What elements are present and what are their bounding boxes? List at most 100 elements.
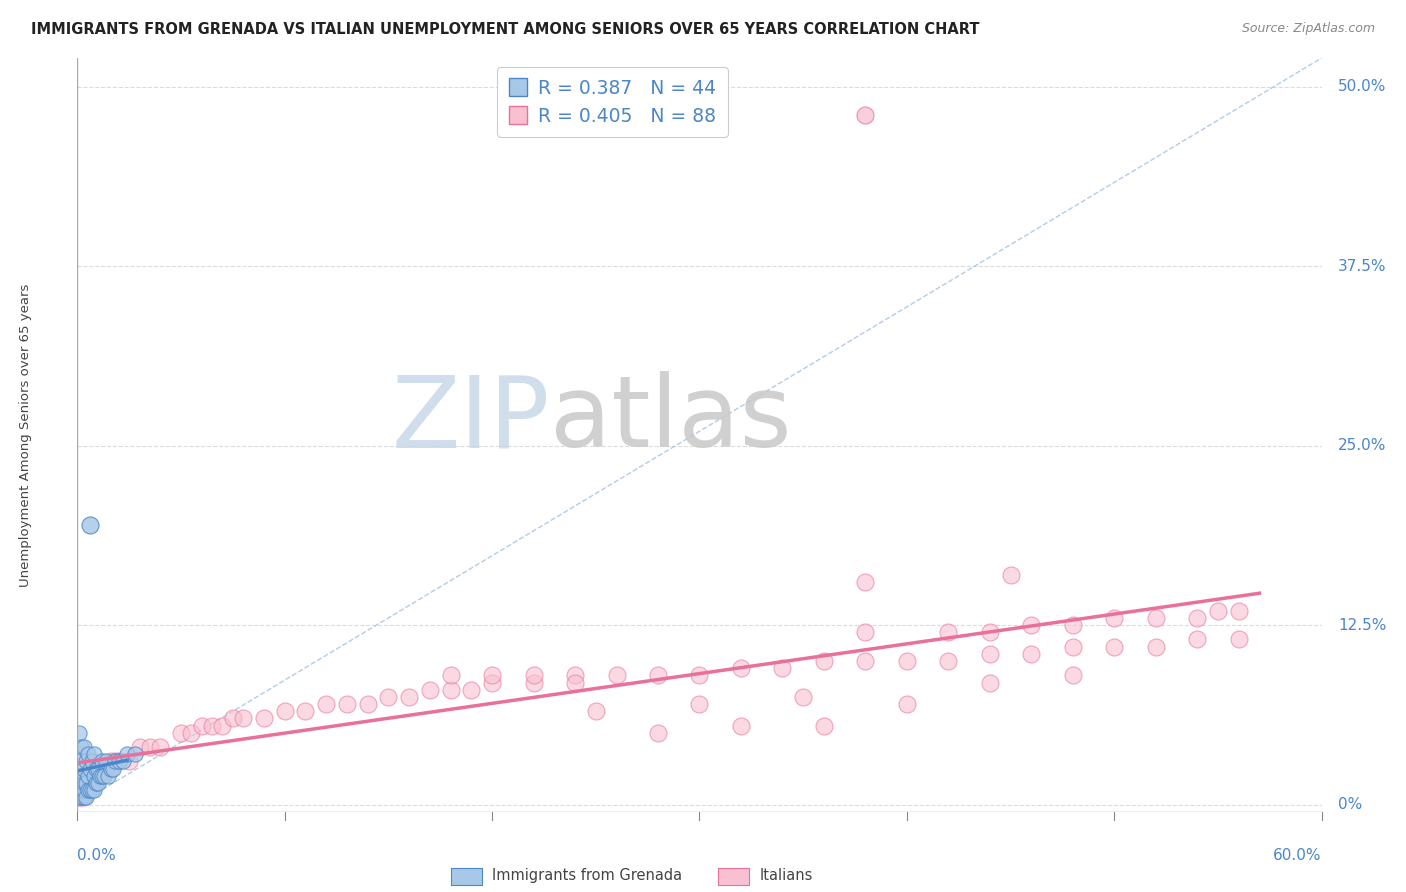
Point <box>75 786 97 800</box>
Point <box>606 668 628 682</box>
Point <box>84 769 107 783</box>
Point <box>274 704 297 718</box>
Point <box>564 675 586 690</box>
Point <box>1206 604 1229 618</box>
Point <box>128 740 150 755</box>
Point <box>79 762 101 776</box>
Point <box>315 697 337 711</box>
Point <box>979 647 1001 661</box>
Point <box>76 747 98 762</box>
Point <box>75 769 97 783</box>
Point <box>101 762 124 776</box>
Point <box>440 682 463 697</box>
Point <box>855 108 877 122</box>
Point <box>70 790 93 805</box>
Point <box>76 783 98 797</box>
Point <box>191 718 214 732</box>
Point <box>481 668 503 682</box>
Point <box>96 755 118 769</box>
Point <box>104 755 127 769</box>
Point <box>855 574 877 589</box>
Text: atlas: atlas <box>550 371 792 468</box>
Point <box>979 625 1001 640</box>
Point <box>97 769 120 783</box>
Text: 12.5%: 12.5% <box>1339 617 1386 632</box>
Point <box>67 783 90 797</box>
Point <box>253 711 276 725</box>
Point <box>1104 611 1126 625</box>
Point <box>75 755 97 769</box>
Point <box>91 769 114 783</box>
Point <box>1062 668 1084 682</box>
Point <box>100 762 122 776</box>
Point <box>108 755 131 769</box>
Text: 25.0%: 25.0% <box>1339 438 1386 453</box>
Point <box>460 682 482 697</box>
Point <box>79 783 101 797</box>
Point <box>896 654 918 668</box>
Point <box>67 790 90 805</box>
Point <box>83 769 105 783</box>
Point <box>523 675 546 690</box>
Point <box>855 654 877 668</box>
Point <box>1187 611 1209 625</box>
Point <box>84 762 107 776</box>
Point <box>108 755 131 769</box>
Text: ZIP: ZIP <box>392 371 550 468</box>
Text: Immigrants from Grenada: Immigrants from Grenada <box>492 868 682 883</box>
Point <box>83 769 105 783</box>
Point <box>772 661 794 675</box>
Point <box>124 747 146 762</box>
Point <box>91 755 114 769</box>
Point <box>91 762 114 776</box>
Point <box>118 755 141 769</box>
Point <box>730 661 752 675</box>
Point <box>1187 632 1209 647</box>
Point <box>440 668 463 682</box>
Point <box>100 755 122 769</box>
Point <box>70 769 93 783</box>
Point <box>481 675 503 690</box>
Bar <box>718 868 749 885</box>
Text: 60.0%: 60.0% <box>1274 847 1322 863</box>
Point <box>377 690 399 704</box>
Point <box>72 783 94 797</box>
Point <box>201 718 224 732</box>
Point <box>80 783 103 797</box>
Point <box>67 747 90 762</box>
Point <box>76 783 98 797</box>
Point <box>80 755 103 769</box>
Point <box>1021 647 1043 661</box>
Point <box>1062 640 1084 654</box>
Bar <box>451 868 482 885</box>
Point <box>813 718 835 732</box>
Point <box>1062 618 1084 632</box>
Point <box>232 711 254 725</box>
Point <box>180 725 202 739</box>
Point <box>67 769 90 783</box>
Point <box>96 762 118 776</box>
Point <box>1144 611 1167 625</box>
Point <box>87 762 110 776</box>
Point <box>89 769 111 783</box>
Point <box>72 790 94 805</box>
Point <box>979 675 1001 690</box>
Text: 0%: 0% <box>1339 797 1362 812</box>
Point <box>67 769 90 783</box>
Point <box>419 682 441 697</box>
Point <box>564 668 586 682</box>
Point <box>72 776 94 790</box>
Text: 37.5%: 37.5% <box>1339 259 1386 274</box>
Point <box>689 697 711 711</box>
Point <box>80 776 103 790</box>
Point <box>1227 604 1250 618</box>
Point <box>523 668 546 682</box>
Point <box>1021 618 1043 632</box>
Point <box>294 704 316 718</box>
Point <box>111 755 134 769</box>
Point <box>70 776 93 790</box>
Point <box>813 654 835 668</box>
Point <box>139 740 162 755</box>
Point <box>115 747 138 762</box>
Point <box>87 776 110 790</box>
